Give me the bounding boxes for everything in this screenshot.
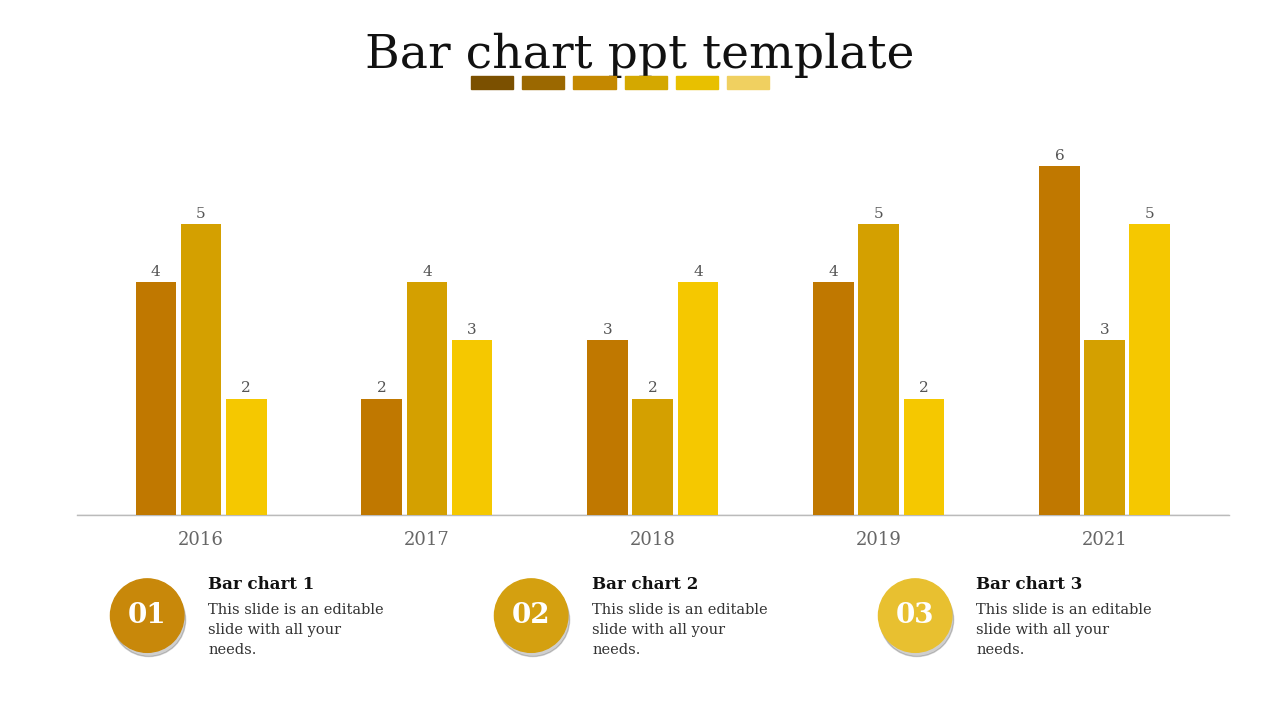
Text: 01: 01 <box>128 602 166 629</box>
Bar <box>180 224 221 515</box>
Text: 3: 3 <box>603 323 612 337</box>
Text: This slide is an editable
slide with all your
needs.: This slide is an editable slide with all… <box>593 603 768 657</box>
Text: Bar chart 2: Bar chart 2 <box>593 576 699 593</box>
Bar <box>677 282 718 515</box>
Bar <box>904 399 945 515</box>
Text: 4: 4 <box>828 265 838 279</box>
Circle shape <box>881 583 954 657</box>
Circle shape <box>110 579 184 652</box>
Bar <box>632 399 673 515</box>
Bar <box>588 341 628 515</box>
Bar <box>813 282 854 515</box>
Text: 2: 2 <box>919 381 929 395</box>
Circle shape <box>878 579 952 652</box>
Bar <box>136 282 177 515</box>
Bar <box>225 399 266 515</box>
Text: 5: 5 <box>874 207 883 221</box>
Circle shape <box>113 583 186 657</box>
Text: 4: 4 <box>151 265 161 279</box>
Text: 3: 3 <box>1100 323 1110 337</box>
Text: Bar chart 1: Bar chart 1 <box>209 576 315 593</box>
Text: 3: 3 <box>467 323 477 337</box>
Bar <box>361 399 402 515</box>
Text: 5: 5 <box>196 207 206 221</box>
Circle shape <box>494 579 568 652</box>
Text: 4: 4 <box>692 265 703 279</box>
Circle shape <box>497 583 570 657</box>
Text: 6: 6 <box>1055 148 1064 163</box>
Text: 2: 2 <box>376 381 387 395</box>
Text: 02: 02 <box>512 602 550 629</box>
Text: 2: 2 <box>242 381 251 395</box>
Text: This slide is an editable
slide with all your
needs.: This slide is an editable slide with all… <box>209 603 384 657</box>
Bar <box>1084 341 1125 515</box>
Bar <box>1129 224 1170 515</box>
Text: 2: 2 <box>648 381 658 395</box>
Bar <box>407 282 447 515</box>
Text: Bar chart 3: Bar chart 3 <box>977 576 1083 593</box>
Text: Bar chart ppt template: Bar chart ppt template <box>365 32 915 78</box>
Bar <box>1039 166 1080 515</box>
Bar <box>859 224 899 515</box>
Bar <box>452 341 493 515</box>
Text: This slide is an editable
slide with all your
needs.: This slide is an editable slide with all… <box>977 603 1152 657</box>
Text: 4: 4 <box>422 265 431 279</box>
Text: 03: 03 <box>896 602 934 629</box>
Text: 5: 5 <box>1144 207 1155 221</box>
